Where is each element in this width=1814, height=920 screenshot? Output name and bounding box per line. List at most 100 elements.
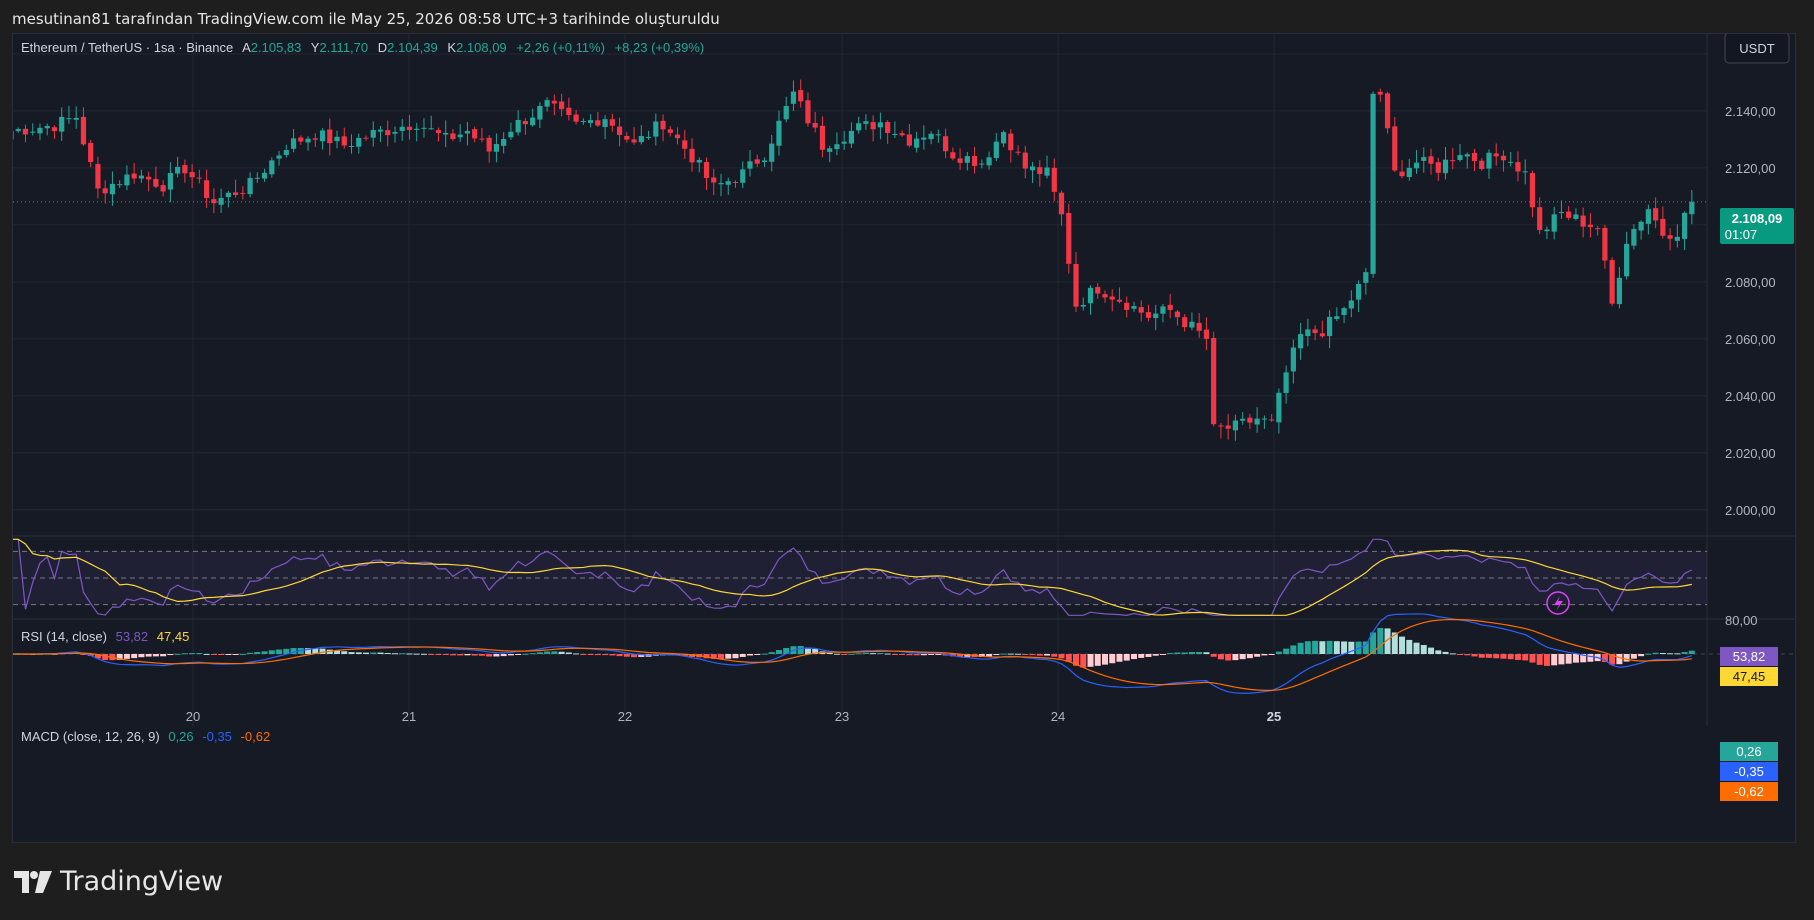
candle-body bbox=[928, 133, 934, 140]
price-tick-label: 2.140,00 bbox=[1725, 104, 1776, 119]
candle-body bbox=[1203, 329, 1210, 339]
macd-histogram-bar bbox=[1094, 654, 1101, 666]
candle-body bbox=[1486, 152, 1492, 169]
macd-histogram-bar bbox=[1616, 654, 1623, 665]
macd-histogram-bar bbox=[986, 654, 993, 657]
candle-body bbox=[1095, 287, 1101, 294]
macd-histogram-bar bbox=[848, 653, 855, 655]
tradingview-brand-name: TradingView bbox=[60, 866, 224, 897]
candle-body bbox=[385, 130, 391, 136]
price-tick-label: 2.000,00 bbox=[1725, 503, 1776, 518]
candle-body bbox=[993, 141, 999, 158]
candle-body bbox=[1182, 317, 1188, 328]
candle-body bbox=[1515, 162, 1521, 172]
candle-body bbox=[1138, 307, 1144, 313]
rsi-legend[interactable]: RSI (14, close) 53,82 47,45 bbox=[21, 629, 189, 644]
macd-histogram-bar bbox=[1384, 628, 1391, 654]
macd-histogram-bar bbox=[1225, 654, 1232, 661]
currency-button[interactable]: USDT bbox=[1724, 34, 1790, 64]
candle-body bbox=[1218, 425, 1224, 427]
macd-histogram-bar bbox=[768, 652, 775, 654]
symbol-legend[interactable]: Ethereum / TetherUS · 1sa · Binance A2.1… bbox=[21, 40, 704, 55]
rsi-top-tick: 80,00 bbox=[1725, 613, 1758, 628]
candle-body bbox=[348, 146, 355, 148]
macd-histogram-bar bbox=[536, 652, 543, 654]
candle-body bbox=[1305, 329, 1311, 337]
candle-body bbox=[1493, 153, 1499, 157]
rsi-pane bbox=[13, 538, 1707, 616]
macd-histogram-bar bbox=[1000, 653, 1007, 655]
macd-histogram-bar bbox=[464, 654, 471, 656]
macd-histogram-bar bbox=[1087, 654, 1094, 667]
candle-body bbox=[544, 100, 550, 107]
rsi-ma-line bbox=[13, 538, 1692, 616]
macd-histogram-bar bbox=[167, 654, 174, 656]
time-tick-label: 25 bbox=[1267, 709, 1281, 724]
candle-body bbox=[240, 192, 246, 194]
price-tick-label: 2.080,00 bbox=[1725, 275, 1776, 290]
candle-body bbox=[225, 192, 231, 197]
macd-histogram-bar bbox=[1406, 639, 1413, 654]
macd-histogram-bar bbox=[522, 653, 529, 655]
macd-histogram-bar bbox=[102, 654, 109, 660]
macd-histogram-bar bbox=[1420, 645, 1427, 654]
candle-body bbox=[964, 156, 970, 163]
candle-body bbox=[790, 91, 797, 104]
candle-body bbox=[559, 101, 565, 110]
tradingview-logo[interactable]: TradingView bbox=[14, 866, 223, 897]
lightning-icon[interactable] bbox=[1546, 591, 1570, 615]
macd-histogram-bar bbox=[239, 653, 246, 655]
candle-body bbox=[312, 138, 318, 140]
candle-body bbox=[1551, 214, 1557, 232]
macd-histogram-bar bbox=[1123, 654, 1130, 661]
time-tick-label: 20 bbox=[186, 709, 200, 724]
candle-body bbox=[1624, 243, 1630, 277]
macd-histogram-bar bbox=[841, 654, 848, 655]
candle-body bbox=[1421, 157, 1427, 161]
candle-body bbox=[573, 114, 579, 122]
macd-histogram-bar bbox=[1536, 654, 1543, 665]
macd-histogram-bar bbox=[870, 653, 877, 655]
macd-histogram-bar bbox=[1109, 654, 1116, 664]
candle-body bbox=[1370, 93, 1376, 274]
macd-histogram-bar bbox=[877, 652, 884, 654]
macd-histogram-bar bbox=[247, 652, 254, 654]
candle-body bbox=[1341, 308, 1347, 315]
tradingview-logo-icon bbox=[14, 870, 52, 893]
candle-body bbox=[1580, 215, 1586, 227]
macd-histogram-bar bbox=[1152, 654, 1159, 656]
candle-body bbox=[305, 138, 311, 143]
candle-body bbox=[943, 136, 949, 152]
macd-pane bbox=[13, 613, 1795, 694]
candle-body bbox=[486, 137, 492, 152]
macd-histogram-bar bbox=[812, 648, 819, 654]
candle-body bbox=[551, 100, 557, 104]
candle-body bbox=[827, 148, 833, 152]
candle-body bbox=[1609, 259, 1615, 304]
macd-histogram-bar bbox=[573, 653, 580, 655]
price-tick-label: 2.040,00 bbox=[1725, 389, 1776, 404]
macd-histogram-bar bbox=[1471, 654, 1478, 657]
candle-body bbox=[1109, 296, 1115, 300]
macd-histogram-bar bbox=[1572, 654, 1579, 663]
candle-body bbox=[566, 107, 572, 116]
macd-histogram-bar bbox=[1239, 654, 1246, 660]
candle-body bbox=[1319, 333, 1325, 337]
macd-histogram-bar bbox=[1297, 642, 1304, 654]
chart-canvas[interactable]: 2.000,00 2.020,00 2.040,00 2.060,00 2.080,00… bbox=[13, 34, 1795, 842]
candle-body bbox=[1044, 167, 1050, 176]
symbol-name: Ethereum / TetherUS · 1sa · Binance bbox=[21, 40, 233, 55]
candle-body bbox=[327, 129, 333, 144]
svg-text:53,82: 53,82 bbox=[1733, 649, 1766, 664]
axes: 2.000,00 2.020,00 2.040,00 2.060,00 2.080,00… bbox=[186, 47, 1776, 724]
candle-body bbox=[1087, 287, 1094, 304]
macd-legend[interactable]: MACD (close, 12, 26, 9) 0,26 -0,35 -0,62 bbox=[21, 729, 270, 744]
candle-body bbox=[175, 166, 181, 174]
chart-panel[interactable]: 2.000,00 2.020,00 2.040,00 2.060,00 2.080,00… bbox=[12, 33, 1796, 843]
macd-histogram-bar bbox=[334, 650, 341, 654]
candle-body bbox=[885, 121, 891, 133]
macd-histogram-bar bbox=[341, 651, 348, 654]
candle-body bbox=[124, 174, 130, 186]
candle-body bbox=[1681, 212, 1688, 239]
macd-histogram-bar bbox=[594, 654, 601, 656]
